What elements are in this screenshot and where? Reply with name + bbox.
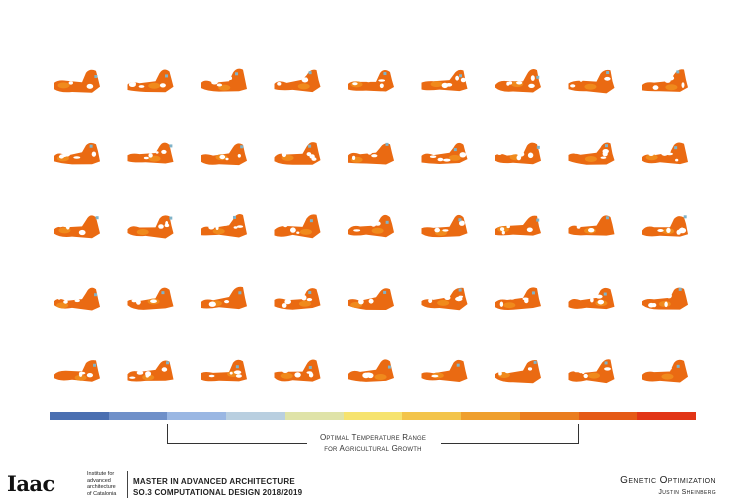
specimen-render <box>495 215 541 236</box>
specimen-render <box>642 287 688 310</box>
scale-swatch <box>343 412 403 420</box>
institute-line: architecture <box>87 484 116 490</box>
specimen-render <box>274 359 321 382</box>
specimen-render <box>348 70 394 92</box>
specimen-render <box>495 287 541 311</box>
specimen-render <box>127 69 174 93</box>
specimen-render <box>495 360 541 384</box>
specimen-render <box>54 287 100 311</box>
specimen-render <box>568 359 615 384</box>
institute-name: Institute for advanced architecture of C… <box>87 471 125 497</box>
scale-swatch <box>519 412 579 420</box>
specimen-render <box>201 143 247 166</box>
specimen-render <box>495 69 541 93</box>
specimen-render <box>642 142 688 165</box>
specimen-render <box>201 214 247 238</box>
specimen-render <box>642 359 688 383</box>
scale-swatch <box>108 412 168 420</box>
specimen-render <box>568 142 615 165</box>
optimal-range-bracket <box>167 424 579 444</box>
specimen-render <box>568 215 615 236</box>
specimen-render <box>201 359 247 382</box>
specimen-render <box>127 142 174 164</box>
specimen-render <box>274 214 321 239</box>
specimen-render <box>348 359 394 382</box>
specimen-render <box>348 288 394 310</box>
specimen-render <box>642 69 688 92</box>
scale-swatch <box>284 412 344 420</box>
scale-swatch <box>167 412 227 420</box>
institute-line: Institute for <box>87 471 115 477</box>
optimization-specimen-grid <box>54 68 688 384</box>
footer: Iaac Institute for advanced architecture… <box>0 468 730 501</box>
author-name: Justin Sheinberg <box>658 489 716 496</box>
specimen-render <box>421 69 468 92</box>
specimen-render <box>495 142 541 165</box>
specimen-render <box>274 288 321 310</box>
specimen-render <box>348 142 394 165</box>
bracket-line-left <box>167 443 307 444</box>
program-info: MASTER IN ADVANCED ARCHITECTURE SO.3 COM… <box>133 476 302 498</box>
optimal-range-label: Optimal Temperature Range for Agricultur… <box>300 432 446 454</box>
specimen-render <box>568 69 615 94</box>
specimen-render <box>54 142 100 165</box>
specimen-render <box>201 68 247 92</box>
specimen-render <box>421 359 468 382</box>
specimen-render <box>127 360 174 382</box>
specimen-render <box>421 287 468 311</box>
specimen-render <box>127 287 174 310</box>
specimen-render <box>54 360 100 382</box>
scale-swatch <box>578 412 638 420</box>
specimen-render <box>348 214 394 238</box>
institute-line: advanced <box>87 477 111 484</box>
project-title: Genetic Optimization <box>620 475 716 486</box>
scale-swatch <box>402 412 462 420</box>
specimen-render <box>127 215 174 239</box>
specimen-render <box>54 215 100 239</box>
scale-swatch <box>50 412 109 420</box>
scale-swatch <box>637 412 697 420</box>
specimen-render <box>421 214 468 238</box>
course-title: SO.3 COMPUTATIONAL DESIGN 2018/2019 <box>133 488 303 497</box>
iaac-logo: Iaac <box>7 471 55 496</box>
specimen-render <box>274 69 321 93</box>
program-title: MASTER IN ADVANCED ARCHITECTURE <box>133 477 295 486</box>
footer-divider <box>127 471 128 498</box>
range-label-line-2: for Agricultural Growth <box>324 444 422 453</box>
specimen-render <box>201 286 247 310</box>
range-label-line-1: Optimal Temperature Range <box>319 433 427 442</box>
scale-swatch <box>226 412 285 420</box>
bracket-line-right <box>441 443 579 444</box>
specimen-render <box>642 215 688 237</box>
scale-swatch <box>461 412 520 420</box>
specimen-render <box>421 142 468 164</box>
temperature-color-scale <box>50 412 697 420</box>
institute-line: of Catalonia <box>87 490 117 497</box>
specimen-render <box>274 142 321 165</box>
specimen-render <box>54 69 100 93</box>
specimen-render <box>568 287 615 310</box>
